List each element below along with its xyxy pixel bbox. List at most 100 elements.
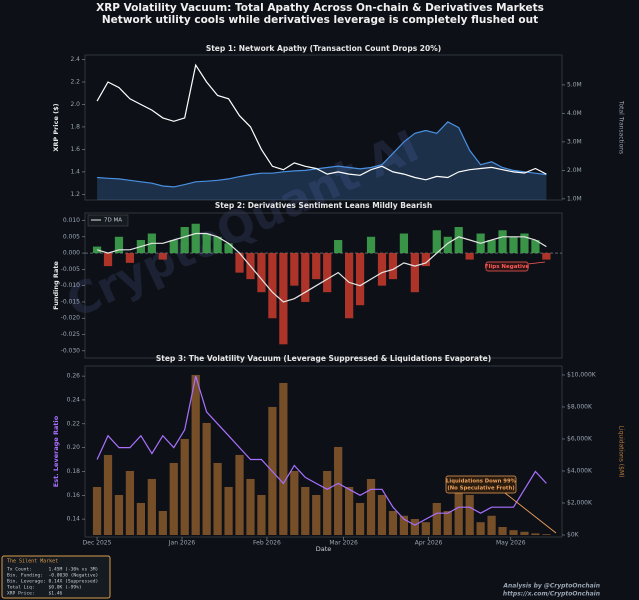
bar <box>345 253 354 319</box>
y2-tick-label: $0K <box>567 531 580 538</box>
bar <box>334 446 343 535</box>
info-line: Total Liq: $0.0K (-99%) <box>7 585 82 591</box>
x-axis-label: Date <box>316 545 332 553</box>
bar <box>279 253 288 345</box>
bar <box>323 253 332 293</box>
x-tick-label: Feb 2026 <box>253 540 281 547</box>
bar <box>388 510 398 535</box>
y-tick-label: -0.015 <box>61 298 81 305</box>
y-tick-label: 0.010 <box>63 217 80 224</box>
info-line: Bin. Leverage: 0.14X (Suppressed) <box>7 579 98 585</box>
y-tick-label: 1.2 <box>70 191 80 198</box>
bar <box>213 236 222 254</box>
bar <box>399 233 409 254</box>
legend-box <box>87 214 129 227</box>
bar <box>377 494 387 535</box>
bar <box>158 253 167 260</box>
annotation-arrow <box>527 261 546 265</box>
y2-tick-label: $2,000K <box>567 499 593 506</box>
y-tick-label: 2.0 <box>70 101 80 108</box>
y-tick-label: 0.000 <box>63 250 80 257</box>
bar <box>169 462 178 535</box>
footer-credit: Analysis by @CryptoOnchain <box>502 583 600 590</box>
bar <box>487 240 496 254</box>
line <box>96 232 547 303</box>
y2-tick-label: 2.0M <box>567 167 582 174</box>
bar <box>235 253 244 273</box>
annotation: Liquidations Down 99% <box>446 479 517 485</box>
bar <box>301 486 310 535</box>
y2-tick-label: 5.0M <box>567 81 582 88</box>
bar <box>125 253 135 263</box>
bar <box>531 240 540 254</box>
plot-frame <box>84 365 563 538</box>
y-tick-label: 2.4 <box>70 56 80 63</box>
bar <box>169 240 178 254</box>
y2-tick-label: $10,000K <box>567 371 597 378</box>
y-axis-label: XRP Price ($) <box>52 103 60 151</box>
bar <box>290 470 299 535</box>
info-line: XRP Price: $1.46 <box>7 591 63 597</box>
x-tick-label: Dec 2025 <box>83 540 112 547</box>
bar <box>268 253 277 319</box>
bar <box>465 494 474 535</box>
bar <box>432 502 441 535</box>
line <box>97 121 547 188</box>
bar <box>290 253 299 286</box>
annotation-box <box>485 261 529 272</box>
bar <box>180 227 189 254</box>
bar <box>202 422 211 535</box>
bar <box>191 223 200 254</box>
bar <box>257 253 266 293</box>
y2-tick-label: 3.0M <box>567 138 582 145</box>
bar <box>136 502 146 535</box>
annotation-box <box>445 475 517 494</box>
bar <box>542 534 551 535</box>
y-tick-label: -0.025 <box>61 331 81 338</box>
bar <box>114 236 124 254</box>
panel-title: Step 3: The Volatility Vacuum (Leverage … <box>156 354 491 363</box>
bar <box>454 486 463 535</box>
bar <box>421 253 430 267</box>
bar <box>92 246 102 254</box>
y-tick-label: 0.22 <box>67 420 81 427</box>
y-tick-label: -0.005 <box>61 266 81 273</box>
y2-tick-label: 4.0M <box>567 110 582 117</box>
y-tick-label: 1.4 <box>70 168 80 175</box>
info-title: The Silent Market <box>7 559 58 565</box>
y-tick-label: 0.24 <box>67 396 81 403</box>
annotation-arrow <box>504 492 557 534</box>
bar <box>509 530 518 535</box>
y2-axis-label: Total Transactions <box>618 100 625 154</box>
y-tick-label: 0.16 <box>67 492 81 499</box>
bar <box>246 478 255 535</box>
y-tick-label: 0.18 <box>67 468 81 475</box>
bar <box>235 454 244 535</box>
bar <box>410 518 419 535</box>
line <box>96 375 547 526</box>
y2-tick-label: 1.0M <box>567 195 582 202</box>
bar <box>312 494 321 535</box>
bar <box>147 478 156 535</box>
bar <box>520 233 529 254</box>
bar <box>520 531 529 535</box>
bar <box>158 510 167 535</box>
bar <box>542 253 551 260</box>
y-tick-label: 0.005 <box>63 233 80 240</box>
bar <box>487 515 496 535</box>
bar <box>443 236 452 254</box>
legend-label: 7D MA <box>104 218 122 224</box>
bar <box>191 374 200 535</box>
y-tick-label: -0.010 <box>61 282 81 289</box>
y-tick-label: -0.020 <box>61 315 81 322</box>
bar <box>410 253 419 293</box>
x-tick-label: Apr 2026 <box>415 540 443 547</box>
y2-tick-label: $6,000K <box>567 435 593 442</box>
bar <box>257 494 266 535</box>
x-tick-label: May 2026 <box>496 540 526 547</box>
bar <box>509 236 518 254</box>
bar <box>531 533 540 535</box>
bar <box>312 253 321 280</box>
bar <box>323 470 332 535</box>
